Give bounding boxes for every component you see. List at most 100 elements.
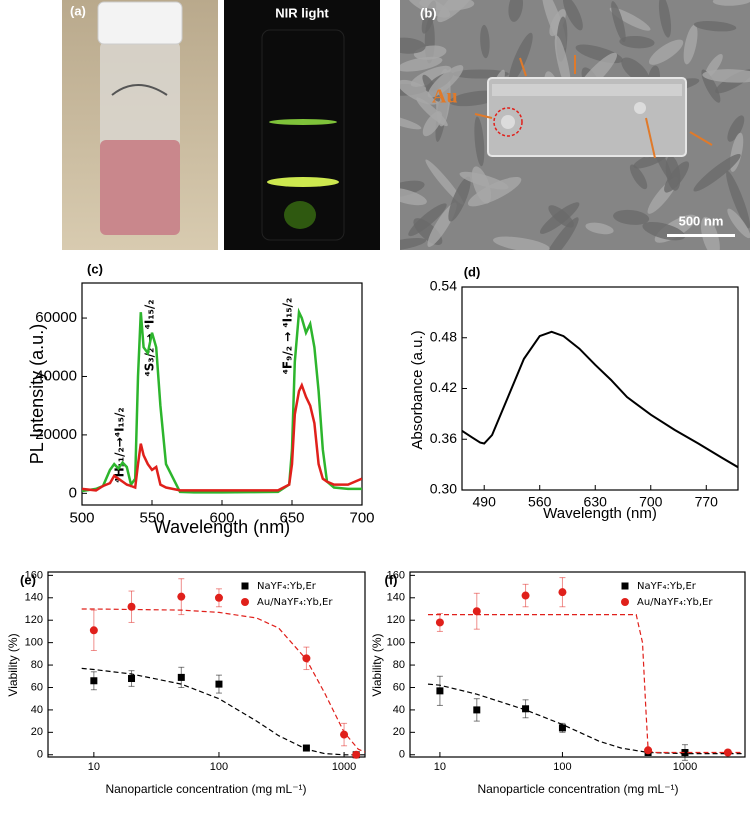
y-tick-label: 100: [387, 637, 405, 649]
fit-curve: [81, 667, 365, 756]
annotation: ⁴H₁₁/₂→⁴I₁₅/₂: [113, 407, 127, 482]
panel-label: (b): [420, 5, 437, 20]
texture: [410, 65, 452, 87]
texture: [693, 20, 737, 32]
y-tick-label: 140: [387, 592, 405, 604]
y-axis-label: Absorbance (a.u.): [409, 330, 426, 449]
data-point: [472, 607, 481, 616]
x-tick-label: 770: [695, 493, 719, 509]
y-tick-label: 20: [31, 726, 43, 738]
x-tick-label: 560: [528, 493, 552, 509]
fit-curve: [427, 683, 744, 755]
y-tick-label: 0.42: [430, 379, 457, 395]
x-tick-label: 10: [88, 761, 100, 773]
data-point: [302, 744, 310, 752]
y-tick-label: 0: [69, 484, 77, 501]
texture: [493, 236, 550, 250]
x-tick-label: 650: [279, 509, 304, 526]
data-point: [558, 588, 567, 597]
x-tick-label: 630: [584, 493, 608, 509]
texture: [727, 208, 750, 239]
annotation: ⁴F₉/₂ → ⁴I₁₅/₂: [281, 298, 295, 375]
sem-overlay: Au 500 nm (b): [420, 5, 735, 237]
y-tick-label: 0: [37, 749, 43, 761]
x-tick-label: 1000: [673, 761, 697, 773]
y-tick-label: 120: [25, 614, 43, 626]
data-point: [522, 705, 530, 713]
y-tick-label: 40: [31, 704, 43, 716]
texture: [621, 57, 650, 83]
data-point: [436, 687, 444, 695]
texture: [480, 24, 490, 59]
photo-vial: (a): [62, 0, 218, 250]
texture: [419, 0, 475, 11]
texture: [427, 65, 464, 98]
data-point: [90, 677, 98, 685]
texture: [658, 0, 672, 38]
texture: [400, 114, 422, 130]
data-point: [215, 680, 223, 688]
legend-marker: [241, 598, 249, 606]
texture: [422, 111, 443, 137]
data-point: [681, 749, 689, 757]
texture: [585, 222, 614, 235]
data-point: [352, 750, 361, 759]
x-tick-label: 100: [210, 761, 228, 773]
annotation: ⁴S₃/₂ → ⁴I₁₅/₂: [143, 299, 157, 376]
texture: [611, 1, 626, 43]
texture: [613, 209, 650, 225]
photo-nir: NIR light: [224, 0, 380, 250]
fit-curve: [428, 614, 744, 754]
x-tick-label: 700: [639, 493, 663, 509]
y-tick-label: 160: [387, 569, 405, 581]
y-tick-label: 60: [393, 681, 405, 693]
texture: [400, 37, 426, 54]
texture: [400, 238, 427, 250]
texture: [542, 217, 579, 250]
y-axis-label: Viability (%): [6, 633, 20, 696]
data-point: [644, 746, 653, 755]
x-tick-label: 100: [553, 761, 571, 773]
texture: [726, 170, 750, 229]
data-point: [521, 591, 530, 600]
y-tick-label: 40: [393, 704, 405, 716]
legend-marker: [241, 582, 249, 590]
y-tick-label: 0.30: [430, 481, 457, 497]
x-tick-label: 1000: [332, 761, 356, 773]
y-tick-label: 0: [399, 749, 405, 761]
texture: [400, 187, 427, 206]
y-tick-label: 20: [393, 726, 405, 738]
texture: [474, 116, 485, 167]
y-tick-label: 80: [393, 659, 405, 671]
plot-frame: [47, 571, 366, 758]
data-point: [128, 675, 136, 683]
y-tick-label: 160: [25, 569, 43, 581]
texture: [448, 176, 471, 222]
y-tick-label: 40000: [35, 367, 77, 384]
y-tick-label: 80: [31, 659, 43, 671]
data-point: [435, 618, 444, 627]
texture: [702, 69, 750, 83]
texture: [554, 35, 571, 91]
texture: [648, 39, 684, 65]
data-line: [82, 307, 362, 494]
texture: [712, 0, 750, 6]
y-tick-label: 60: [31, 681, 43, 693]
texture: [459, 171, 509, 190]
plot-frame: [461, 286, 739, 491]
x-tick-label: 500: [69, 509, 94, 526]
x-tick-label: 600: [209, 509, 234, 526]
data-point: [723, 748, 732, 757]
y-tick-label: 120: [387, 614, 405, 626]
texture: [562, 0, 583, 31]
x-axis-label: Wavelength (nm): [543, 505, 657, 522]
y-axis-label: Viability (%): [370, 633, 384, 696]
plot-frame: [409, 571, 746, 758]
data-point: [177, 592, 186, 601]
fit-curve: [81, 608, 365, 753]
texture: [508, 0, 523, 22]
texture: [452, 69, 509, 79]
x-tick-label: 700: [349, 509, 374, 526]
x-axis-label: Nanoparticle concentration (mg mL⁻¹): [477, 782, 678, 796]
